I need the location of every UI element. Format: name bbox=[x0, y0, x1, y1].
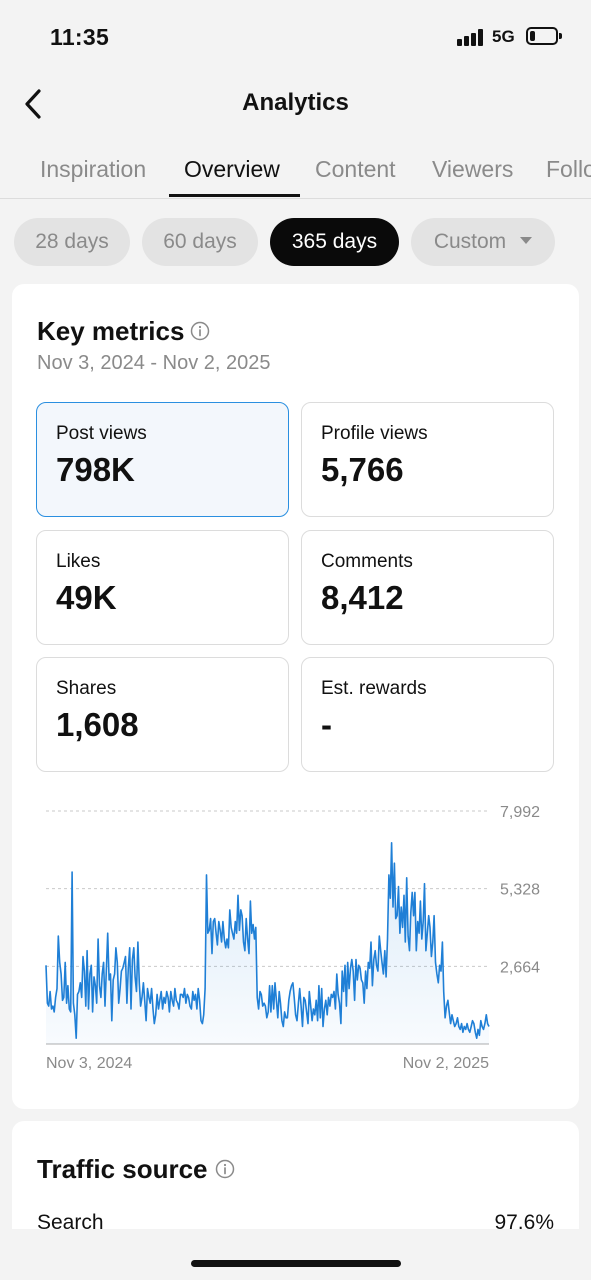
metric-card-est-rewards[interactable]: Est. rewards - bbox=[301, 657, 554, 772]
metric-value: 49K bbox=[56, 579, 117, 616]
metric-label: Likes bbox=[56, 551, 101, 572]
tab-bar: Inspiration Overview Content Viewers Fol… bbox=[0, 140, 591, 199]
metric-value: 5,766 bbox=[321, 451, 404, 488]
metric-card-shares[interactable]: Shares 1,608 bbox=[36, 657, 289, 772]
metric-card-post-views[interactable]: Post views 798K bbox=[36, 402, 289, 517]
metric-label: Profile views bbox=[321, 423, 428, 444]
range-chip-365-days[interactable]: 365 days bbox=[270, 218, 399, 266]
metric-label: Shares bbox=[56, 678, 117, 699]
cellular-signal-icon bbox=[457, 29, 485, 46]
range-chip-28-days[interactable]: 28 days bbox=[14, 218, 130, 266]
metric-value: 1,608 bbox=[56, 706, 139, 743]
info-icon[interactable] bbox=[190, 321, 210, 341]
battery-icon bbox=[526, 27, 562, 45]
range-chip-label: 28 days bbox=[35, 230, 109, 253]
range-chip-custom[interactable]: Custom bbox=[411, 218, 555, 266]
range-chip-label: 365 days bbox=[291, 230, 378, 253]
metric-value: 8,412 bbox=[321, 579, 404, 616]
network-type: 5G bbox=[492, 27, 515, 46]
traffic-source-title: Traffic source bbox=[37, 1154, 208, 1184]
range-chip-label: Custom bbox=[433, 230, 507, 253]
home-indicator[interactable] bbox=[191, 1260, 401, 1267]
back-button[interactable] bbox=[18, 86, 52, 122]
metric-card-comments[interactable]: Comments 8,412 bbox=[301, 530, 554, 645]
page-title: Analytics bbox=[242, 89, 349, 116]
key-metrics-card: Key metrics Nov 3, 2024 - Nov 2, 2025 Po… bbox=[12, 284, 579, 1109]
tab-followers[interactable]: Followers bbox=[546, 156, 591, 182]
metric-card-likes[interactable]: Likes 49K bbox=[36, 530, 289, 645]
caret-down-icon bbox=[520, 236, 533, 244]
series-area bbox=[46, 842, 489, 1044]
tab-content[interactable]: Content bbox=[315, 156, 396, 182]
traffic-label: Search bbox=[37, 1211, 104, 1229]
chevron-left-icon bbox=[25, 89, 41, 119]
info-icon[interactable] bbox=[215, 1159, 235, 1179]
post-views-chart[interactable]: 7,992 5,328 2,664 Nov 3, 2024 Nov 2, 2025 bbox=[12, 789, 579, 1089]
tab-overview[interactable]: Overview bbox=[184, 156, 280, 182]
status-bar: 11:35 5G bbox=[0, 0, 591, 72]
date-range: Nov 3, 2024 - Nov 2, 2025 bbox=[37, 352, 271, 374]
active-tab-indicator bbox=[169, 194, 300, 197]
x-tick-label: Nov 2, 2025 bbox=[403, 1055, 489, 1072]
key-metrics-title: Key metrics bbox=[37, 316, 185, 346]
series-line bbox=[45, 842, 490, 1039]
range-chip-label: 60 days bbox=[163, 230, 237, 253]
metric-value: 798K bbox=[56, 451, 135, 488]
bottom-safe-area bbox=[0, 1229, 591, 1280]
traffic-value: 97.6% bbox=[494, 1211, 554, 1229]
metric-card-profile-views[interactable]: Profile views 5,766 bbox=[301, 402, 554, 517]
metric-value: - bbox=[321, 706, 332, 743]
metric-label: Post views bbox=[56, 423, 147, 444]
metric-label: Comments bbox=[321, 551, 413, 572]
header: Analytics bbox=[0, 72, 591, 138]
y-tick-label: 5,328 bbox=[500, 882, 540, 899]
tab-viewers[interactable]: Viewers bbox=[432, 156, 514, 182]
y-tick-label: 7,992 bbox=[500, 804, 540, 821]
tab-inspiration[interactable]: Inspiration bbox=[40, 156, 147, 182]
metric-label: Est. rewards bbox=[321, 678, 427, 699]
status-time: 11:35 bbox=[50, 24, 110, 50]
x-tick-label: Nov 3, 2024 bbox=[46, 1055, 132, 1072]
range-chip-60-days[interactable]: 60 days bbox=[142, 218, 258, 266]
traffic-source-card: Traffic source Search 97.6% bbox=[12, 1121, 579, 1229]
y-tick-label: 2,664 bbox=[500, 959, 540, 976]
